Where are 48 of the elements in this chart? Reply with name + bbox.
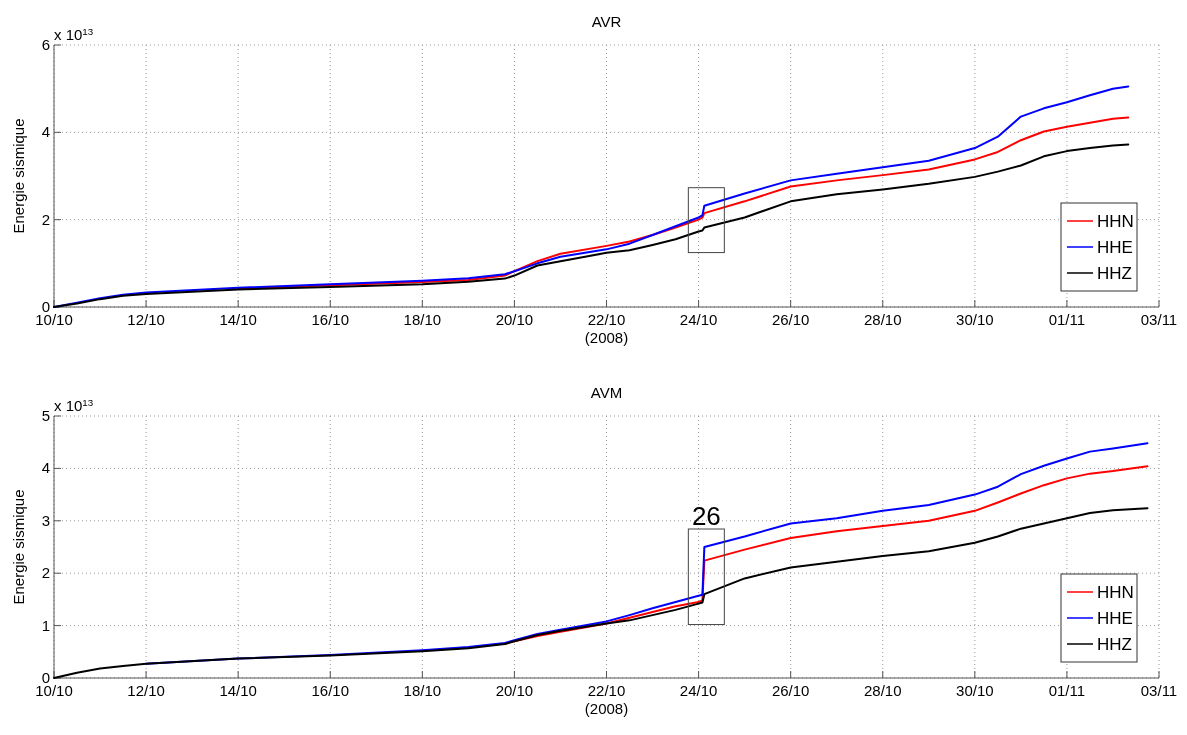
x-tick-label: 24/10: [679, 682, 718, 699]
y-tick-label: 5: [41, 407, 50, 424]
legend-label: HHE: [1097, 238, 1133, 257]
legend-label: HHN: [1097, 212, 1134, 231]
y-tick-label: 1: [41, 616, 50, 634]
x-tick-label: 01/11: [1048, 311, 1086, 328]
x-tick-label: 16/10: [311, 311, 350, 328]
x-tick-label: 03/11: [1140, 682, 1178, 699]
legend-label: HHZ: [1097, 264, 1132, 283]
x-tick-label: 30/10: [956, 311, 994, 328]
y-tick-label: 3: [41, 511, 50, 529]
y-tick-label: 4: [41, 459, 50, 477]
x-tick-label: 20/10: [495, 682, 534, 699]
x-tick-label: 22/10: [587, 311, 626, 328]
chart-title: AVM: [590, 384, 623, 401]
x-axis-title: (2008): [584, 329, 629, 346]
x-tick-label: 24/10: [679, 311, 718, 328]
y-tick-label: 2: [41, 210, 50, 228]
y-axis-title: Energie sismique: [10, 489, 27, 605]
x-tick-label: 26/10: [771, 682, 810, 699]
line-series: [53, 507, 1149, 679]
annotation: 26: [691, 501, 721, 531]
x-axis-title: (2008): [584, 700, 629, 717]
y-tick-label: 4: [41, 123, 50, 141]
x-tick-label: 16/10: [311, 682, 350, 699]
chart-title: AVR: [591, 13, 622, 30]
x-tick-label: 20/10: [495, 311, 534, 328]
y-tick-label: 2: [41, 564, 50, 582]
text: x 10$^{13}$: [54, 25, 94, 43]
x-tick-label: 12/10: [127, 682, 165, 699]
x-tick-label: 12/10: [127, 311, 165, 328]
x-tick-label: 30/10: [956, 682, 994, 699]
x-tick-label: 18/10: [403, 311, 442, 328]
y-tick-label: 6: [41, 36, 50, 53]
x-tick-label: 28/10: [863, 311, 902, 328]
x-tick-label: 14/10: [219, 311, 257, 328]
x-tick-label: 01/11: [1048, 682, 1086, 699]
x-tick-label: 28/10: [863, 682, 902, 699]
x-tick-label: 22/10: [587, 682, 626, 699]
x-tick-label: 18/10: [403, 682, 442, 699]
y-axis-title: Energie sismique: [10, 118, 27, 234]
x-tick-label: 26/10: [771, 311, 810, 328]
legend-label: HHZ: [1097, 635, 1132, 654]
x-tick-label: 03/11: [1140, 311, 1178, 328]
text: x 10$^{13}$: [54, 396, 94, 414]
legend-label: HHE: [1097, 609, 1133, 628]
x-tick-label: 14/10: [219, 682, 257, 699]
legend-label: HHN: [1097, 583, 1134, 602]
